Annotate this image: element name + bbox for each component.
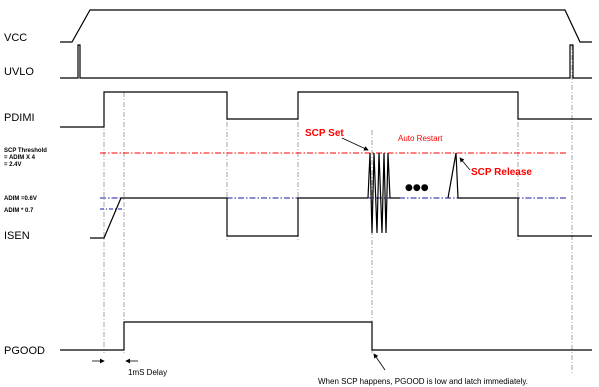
- pgood-waveform: [60, 321, 592, 351]
- signal-label-isen: ISEN: [4, 230, 30, 242]
- adim-07-label: ADIM * 0.7: [4, 208, 34, 214]
- scp-set-label: SCP Set: [305, 128, 344, 139]
- scp-note: When SCP happens, PGOOD is low and latch…: [318, 377, 528, 386]
- adim-label: ADIM =0.6V: [4, 196, 37, 202]
- scp-threshold-label-3: = 2.4V: [4, 162, 22, 168]
- signal-label-pgood: PGOOD: [4, 345, 45, 357]
- note-arrow: [373, 353, 386, 371]
- scp-set-arrow: [341, 137, 369, 151]
- uvlo-waveform: [60, 44, 592, 79]
- isen-scp-release-edge: [447, 152, 592, 237]
- signal-label-vcc: VCC: [4, 32, 27, 44]
- scp-release-arrow: [459, 157, 471, 171]
- isen-waveform-1: [90, 197, 368, 239]
- ellipsis-dots: ●●●: [405, 183, 429, 193]
- delay-label: 1mS Delay: [128, 368, 167, 377]
- scp-threshold-label-2: = ADIM X 4: [4, 155, 36, 161]
- timing-guides: [103, 45, 573, 375]
- pdimi-waveform: [60, 91, 592, 128]
- scp-release-label: SCP Release: [471, 167, 532, 178]
- isen-scp-oscillation: [367, 152, 400, 234]
- scp-threshold-label-1: SCP Threshold: [4, 148, 47, 154]
- signal-label-pdimi: PDIMI: [4, 112, 35, 124]
- signal-label-uvlo: UVLO: [4, 66, 34, 78]
- auto-restart-label: Auto Restart: [398, 134, 443, 143]
- vcc-waveform: [60, 9, 592, 43]
